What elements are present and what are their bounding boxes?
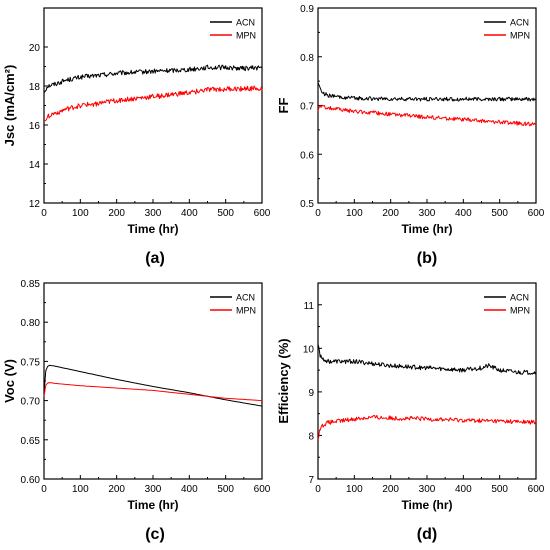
x-tick-label: 0 [41, 484, 47, 495]
y-tick-label: 11 [304, 301, 315, 312]
legend-label-mpn: MPN [510, 31, 530, 41]
series-line-mpn [317, 414, 537, 440]
panel-label: (c) [145, 526, 165, 543]
x-tick-label: 400 [181, 208, 198, 219]
x-tick-label: 0 [41, 208, 47, 219]
series-line-mpn [317, 104, 537, 127]
plot-frame [43, 282, 263, 480]
series-line-acn [43, 364, 263, 407]
y-axis-title: Jsc (mA/cm²) [2, 65, 17, 147]
x-tick-label: 400 [455, 208, 472, 219]
x-tick-label: 0 [315, 484, 321, 495]
x-tick-label: 200 [382, 208, 399, 219]
y-tick-label: 10 [303, 344, 315, 355]
y-tick-label: 18 [29, 82, 41, 93]
x-tick-label: 100 [346, 208, 363, 219]
x-tick-label: 100 [346, 484, 363, 495]
x-tick-label: 300 [419, 208, 436, 219]
y-tick-label: 0.60 [21, 475, 41, 486]
series-line-mpn [43, 382, 263, 402]
x-tick-label: 0 [315, 208, 321, 219]
x-axis-title: Time (hr) [127, 222, 178, 236]
y-tick-label: 8 [308, 431, 314, 442]
y-tick-label: 20 [29, 43, 41, 54]
y-tick-label: 0.5 [300, 199, 314, 210]
x-axis-title: Time (hr) [127, 498, 178, 512]
x-tick-label: 500 [491, 484, 508, 495]
y-axis-title: Voc (V) [2, 359, 17, 403]
legend-label-acn: ACN [510, 293, 529, 303]
y-tick-label: 0.75 [21, 357, 41, 368]
plot-frame [317, 282, 537, 480]
panel-d: 7 8 9 10 11 0 100 200 300 400 500 600 Time (hr) Effic… [276, 282, 545, 543]
panel-c: 0.60 0.65 0.70 0.75 0.80 0.85 0 100 200 300 400 500… [2, 279, 271, 543]
x-tick-label: 600 [528, 208, 545, 219]
y-tick-label: 12 [29, 199, 41, 210]
legend-label-mpn: MPN [510, 306, 530, 316]
y-tick-label: 14 [29, 160, 41, 171]
x-tick-label: 200 [382, 484, 399, 495]
x-tick-label: 500 [217, 484, 234, 495]
x-tick-label: 600 [254, 484, 271, 495]
y-tick-label: 16 [29, 121, 41, 132]
plot-frame [43, 7, 263, 204]
y-tick-label: 7 [308, 475, 314, 486]
x-tick-label: 100 [72, 484, 89, 495]
panel-b: 0.5 0.6 0.7 0.8 0.9 0 100 200 300 400 500 600 Time (… [276, 4, 545, 267]
y-tick-label: 0.9 [300, 4, 314, 15]
y-tick-label: 0.6 [300, 150, 314, 161]
y-axis-title: Efficiency (%) [276, 338, 291, 423]
series-line-mpn [43, 85, 263, 122]
panel-label: (b) [417, 250, 437, 267]
x-tick-label: 500 [491, 208, 508, 219]
y-tick-label: 9 [308, 388, 314, 399]
y-tick-label: 0.7 [300, 102, 314, 113]
legend-label-acn: ACN [236, 18, 255, 28]
x-tick-label: 400 [455, 484, 472, 495]
series-line-acn [317, 82, 537, 102]
x-axis-title: Time (hr) [401, 498, 452, 512]
plot-frame [317, 7, 537, 204]
x-tick-label: 200 [108, 208, 125, 219]
y-tick-label: 0.70 [21, 397, 41, 408]
panel-label: (d) [417, 526, 437, 543]
x-tick-label: 300 [145, 484, 162, 495]
y-tick-label: 0.85 [21, 279, 41, 290]
x-axis-title: Time (hr) [401, 222, 452, 236]
y-tick-label: 0.8 [300, 53, 314, 64]
y-tick-label: 0.65 [21, 436, 41, 447]
legend-label-acn: ACN [510, 18, 529, 28]
x-tick-label: 300 [419, 484, 436, 495]
panel-label: (a) [145, 250, 165, 267]
y-axis-title: FF [276, 98, 291, 114]
x-tick-label: 300 [145, 208, 162, 219]
x-tick-label: 200 [108, 484, 125, 495]
x-tick-label: 500 [217, 208, 234, 219]
x-tick-label: 600 [254, 208, 271, 219]
legend-label-acn: ACN [236, 293, 255, 303]
series-line-acn [43, 64, 263, 93]
series-line-acn [317, 344, 537, 375]
y-tick-label: 0.80 [21, 318, 41, 329]
x-tick-label: 600 [528, 484, 545, 495]
legend-label-mpn: MPN [236, 306, 256, 316]
x-tick-label: 100 [72, 208, 89, 219]
legend-label-mpn: MPN [236, 31, 256, 41]
x-tick-label: 400 [181, 484, 198, 495]
